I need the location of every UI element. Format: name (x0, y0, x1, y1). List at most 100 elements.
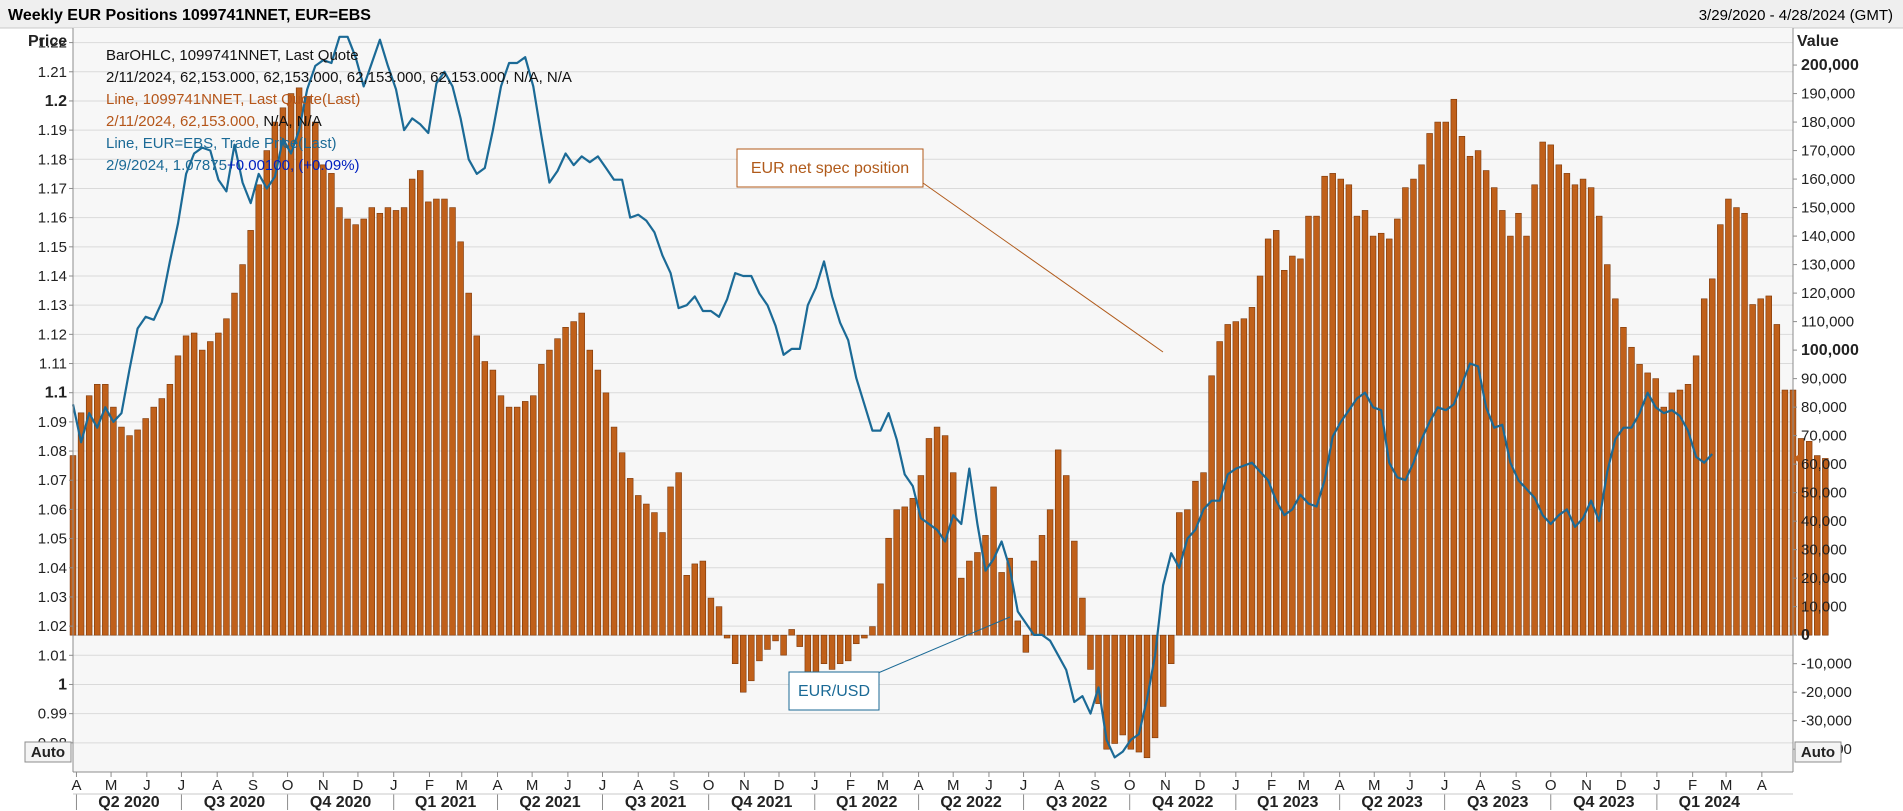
position-bar (877, 583, 884, 636)
month-tick-label: N (318, 777, 329, 794)
month-tick-label: M (526, 777, 539, 794)
position-bar (1749, 304, 1756, 636)
left-tick-label: 1.02 (38, 618, 67, 635)
position-bar (683, 575, 690, 636)
position-bar (1757, 298, 1764, 636)
grid-layer (73, 42, 1793, 744)
position-bar (1692, 355, 1700, 636)
position-bar (368, 207, 375, 636)
annotation-positions[interactable]: EUR net spec position (736, 148, 1164, 353)
month-tick-label: M (1298, 777, 1311, 794)
month-tick-label: J (390, 777, 398, 794)
position-bar (1725, 198, 1732, 636)
position-bar (1063, 475, 1070, 636)
month-tick-label: J (1441, 777, 1449, 794)
position-bar (1337, 178, 1345, 636)
position-bar (110, 406, 117, 636)
position-bar (1119, 634, 1126, 736)
month-tick-label: J (985, 777, 993, 794)
position-bar (1628, 346, 1635, 636)
position-bar (417, 170, 424, 636)
position-bar (1240, 318, 1248, 636)
position-bar (328, 173, 335, 636)
month-tick-label: A (914, 777, 924, 794)
position-bar (1192, 480, 1199, 636)
quarter-tick-label: Q4 2023 (1573, 794, 1634, 811)
position-bar (513, 406, 521, 636)
position-bar (1636, 364, 1643, 636)
left-tick-label: 1.04 (38, 560, 67, 577)
position-bar (182, 335, 190, 636)
position-bar (174, 355, 182, 636)
position-bar (1620, 327, 1627, 636)
position-bar (772, 634, 779, 642)
right-tick-label: 30,000 (1801, 542, 1847, 559)
position-bar (538, 364, 545, 636)
position-bar (1765, 295, 1772, 636)
position-bar (610, 426, 618, 636)
position-bar (408, 178, 416, 636)
annotation-fx[interactable]: EUR/USD (788, 616, 1011, 711)
position-bar (1822, 458, 1829, 636)
position-bar (893, 509, 900, 636)
position-bar (1103, 634, 1110, 750)
positions-bars (69, 87, 1829, 759)
right-tick-label: 20,000 (1801, 570, 1847, 587)
month-tick-label: S (1511, 777, 1521, 794)
annotation-fx-label: EUR/USD (798, 683, 870, 700)
position-bar (1644, 372, 1651, 636)
position-bar (570, 321, 577, 636)
position-bar (344, 218, 351, 636)
left-tick-label: 1.15 (38, 239, 67, 256)
right-tick-label: -10,000 (1801, 656, 1852, 673)
month-tick-label: J (599, 777, 607, 794)
month-tick-label: F (425, 777, 434, 794)
position-bar (1684, 384, 1692, 636)
position-bar (1668, 392, 1676, 636)
right-tick-label: 180,000 (1801, 114, 1855, 131)
left-tick-label: 1.22 (38, 35, 67, 52)
right-tick-label: 130,000 (1801, 257, 1855, 274)
position-bar (1014, 620, 1021, 636)
position-bar (1353, 215, 1361, 636)
legend-bar-values: 2/11/2024, 62,153.000, 62,153.000, 62,15… (106, 69, 572, 86)
position-bar (1474, 150, 1482, 636)
position-bar (312, 121, 319, 636)
position-bar (966, 560, 973, 636)
position-bar (392, 210, 400, 636)
quarter-tick-label: Q3 2021 (625, 794, 686, 811)
position-bar (1676, 389, 1684, 636)
quarter-axis-ticks: Q2 2020 Q3 2020 Q4 2020 Q1 2021 Q2 2021 Q3 20… (73, 793, 1793, 811)
month-tick-label: A (493, 777, 503, 794)
position-bar (449, 207, 456, 636)
position-bar (1499, 210, 1506, 636)
position-bar (990, 486, 997, 636)
position-bar (828, 634, 836, 670)
position-bar (885, 537, 892, 636)
month-tick-label: J (564, 777, 572, 794)
position-bar (1151, 634, 1159, 739)
position-bar (1595, 215, 1603, 636)
position-bar (1515, 212, 1522, 636)
plot-area[interactable] (73, 28, 1793, 772)
position-bar (1579, 178, 1587, 636)
position-bar (1200, 472, 1207, 636)
position-bar (255, 184, 262, 636)
position-bar (376, 212, 384, 636)
month-tick-label: O (1124, 777, 1136, 794)
month-tick-label: M (1368, 777, 1381, 794)
position-bar (158, 398, 166, 636)
position-bar (731, 634, 739, 664)
position-bar (1402, 187, 1409, 636)
left-auto-label: Auto (31, 744, 65, 761)
right-tick-label: 90,000 (1801, 371, 1847, 388)
legend-bar-series: BarOHLC, 1099741NNET, Last Quote (106, 47, 359, 64)
quarter-tick-label: Q4 2020 (310, 794, 371, 811)
right-auto-button[interactable] (1794, 741, 1842, 763)
right-tick-label: -20,000 (1801, 684, 1852, 701)
position-bar (1289, 255, 1296, 636)
month-tick-label: A (1757, 777, 1767, 794)
left-axis-ticks: 0.980.9911.011.021.031.041.051.061.071.0… (38, 35, 73, 752)
left-auto-button[interactable] (24, 741, 72, 763)
